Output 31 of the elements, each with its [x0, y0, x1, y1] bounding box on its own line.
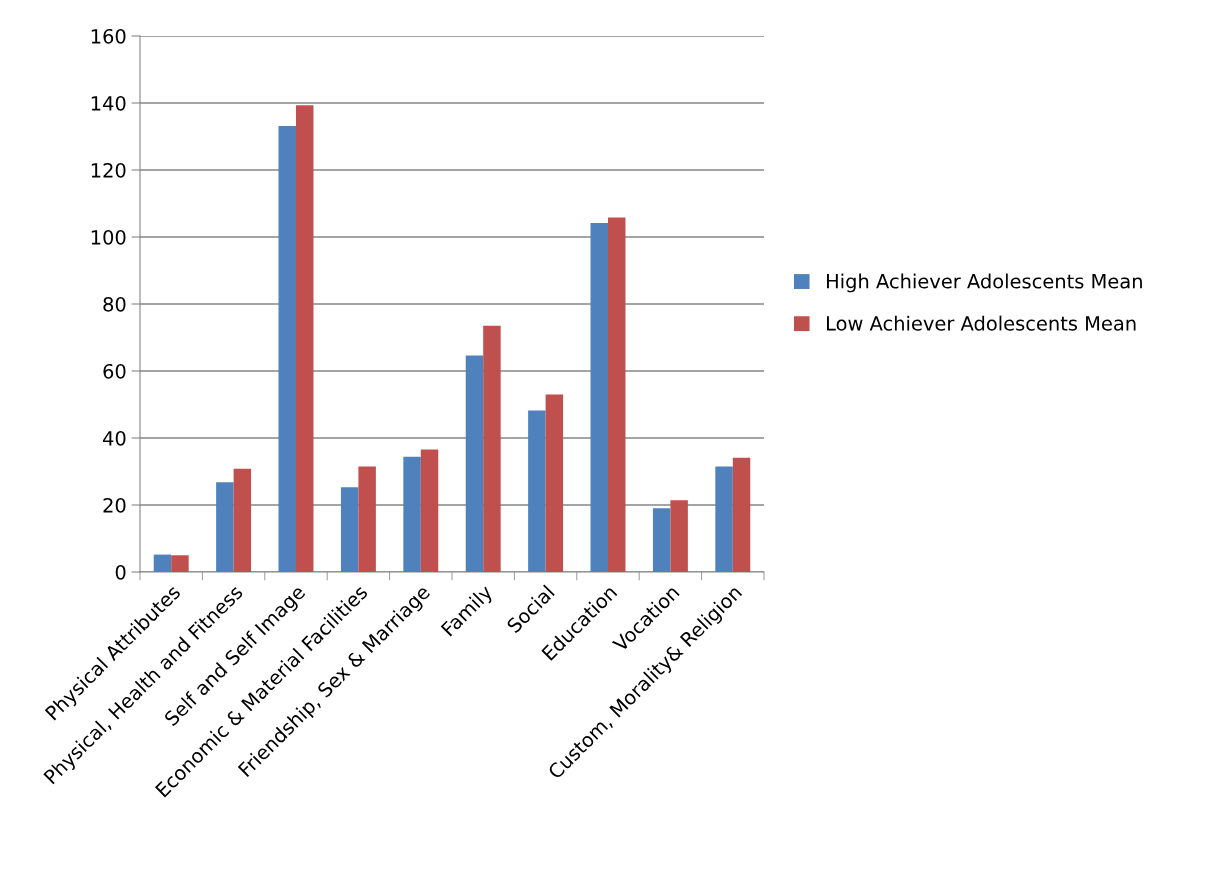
bar [153, 554, 172, 572]
y-tick-label: 160 [91, 28, 126, 44]
bar [715, 466, 733, 572]
bar [296, 105, 314, 572]
bar [528, 410, 546, 572]
bar [340, 487, 359, 572]
legend-label: High Achiever Adolescents Mean [827, 273, 1142, 293]
bar [403, 456, 421, 572]
bar [732, 457, 751, 572]
bar [608, 217, 626, 572]
bar [545, 394, 564, 572]
bar [652, 508, 671, 572]
bar [465, 355, 484, 572]
y-tick-label: 40 [103, 430, 126, 446]
bar [420, 449, 439, 572]
bar [590, 222, 608, 572]
legend-label: Low Achiever Adolescents Mean [827, 315, 1136, 331]
bar [670, 500, 688, 572]
y-tick-label: 60 [103, 363, 126, 379]
bar [216, 482, 234, 572]
y-tick-label: 20 [103, 497, 126, 513]
y-tick-label: 140 [91, 95, 126, 111]
y-tick-label: 80 [103, 296, 126, 312]
bar [483, 325, 501, 572]
bar [233, 468, 252, 572]
y-tick-label: 100 [91, 229, 126, 245]
bar [171, 555, 189, 572]
bar [278, 126, 296, 572]
y-tick-label: 120 [91, 162, 126, 178]
y-tick-label: 0 [115, 564, 126, 580]
bar [358, 466, 376, 572]
